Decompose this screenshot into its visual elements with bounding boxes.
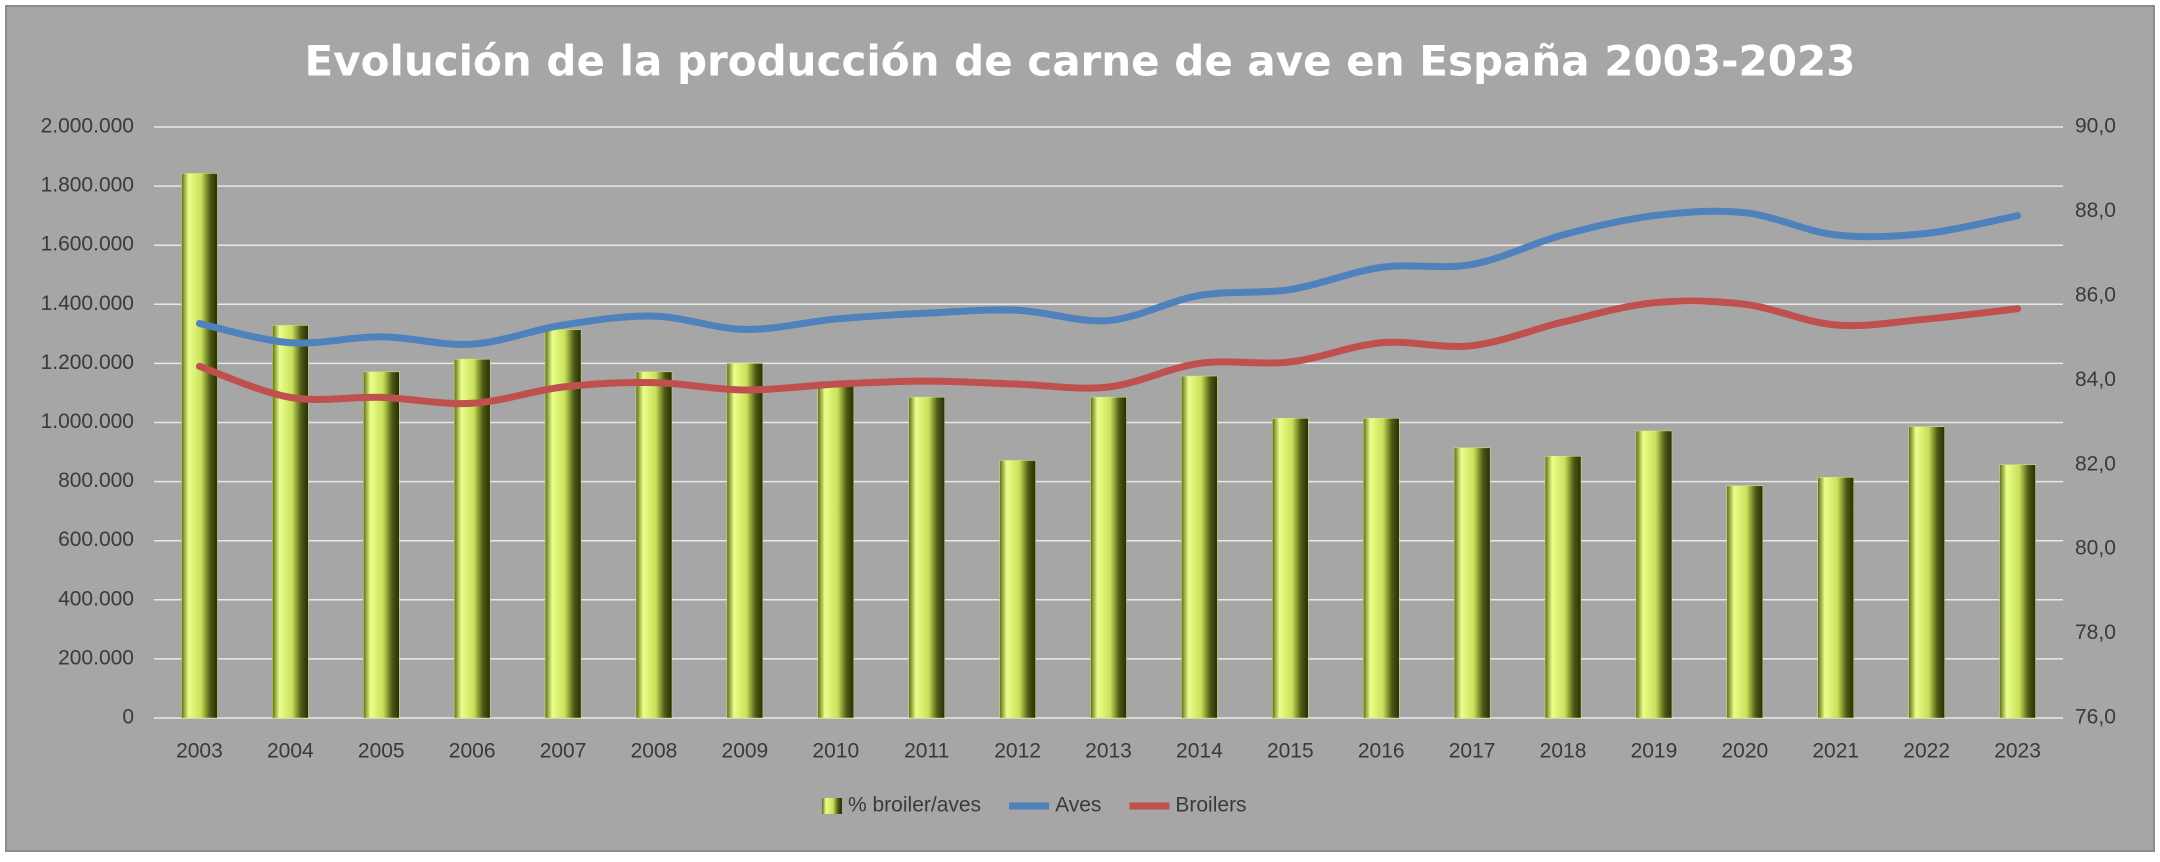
bar — [726, 363, 764, 719]
bar — [1999, 464, 2036, 719]
x-tick-label: 2010 — [812, 740, 859, 763]
x-tick-label: 2023 — [1994, 740, 2041, 763]
x-tick-label: 2016 — [1358, 740, 1405, 763]
x-tick-label: 2021 — [1812, 740, 1859, 763]
bar — [1362, 418, 1400, 719]
x-tick-label: 2018 — [1540, 740, 1587, 763]
x-tick-label: 2012 — [994, 740, 1041, 763]
y-tick-label: 1.800.000 — [41, 174, 134, 197]
bar — [635, 371, 673, 719]
y-tick-label: 200.000 — [58, 646, 134, 669]
legend-label: Aves — [1055, 794, 1101, 817]
x-tick-label: 2017 — [1449, 740, 1496, 763]
y2-tick-label: 90,0 — [2075, 115, 2116, 138]
line — [195, 207, 2022, 348]
bar — [908, 396, 945, 719]
bar — [1635, 430, 1673, 719]
y-tick-label: 1.200.000 — [41, 351, 134, 374]
x-tick-label: 2005 — [358, 740, 405, 763]
bar — [1544, 456, 1582, 719]
x-tick-label: 2004 — [267, 740, 314, 763]
y2-tick-label: 86,0 — [2075, 283, 2116, 306]
legend-label: Broilers — [1175, 794, 1246, 817]
bar — [1726, 485, 1764, 719]
bar — [1272, 418, 1309, 719]
y2-tick-label: 80,0 — [2075, 537, 2116, 560]
chart-background — [5, 5, 2155, 852]
x-tick-label: 2008 — [631, 740, 678, 763]
bar — [1090, 396, 1127, 719]
bar — [453, 358, 491, 719]
x-tick-label: 2014 — [1176, 740, 1223, 763]
x-tick-label: 2006 — [449, 740, 496, 763]
y-tick-label: 1.600.000 — [41, 233, 134, 256]
x-tick-label: 2020 — [1721, 740, 1768, 763]
x-tick-label: 2019 — [1631, 740, 1678, 763]
bar — [1817, 477, 1854, 719]
x-tick-label: 2009 — [722, 740, 769, 763]
line — [195, 297, 2022, 408]
x-tick-label: 2007 — [540, 740, 587, 763]
bar — [544, 329, 582, 719]
legend-swatch — [822, 798, 842, 814]
bar — [181, 173, 218, 719]
x-tick-label: 2015 — [1267, 740, 1314, 763]
y-tick-label: 2.000.000 — [41, 115, 134, 138]
y-tick-label: 600.000 — [58, 528, 134, 551]
y-tick-label: 400.000 — [58, 587, 134, 610]
y2-tick-label: 76,0 — [2075, 706, 2116, 729]
y2-tick-label: 84,0 — [2075, 368, 2116, 391]
x-tick-label: 2022 — [1903, 740, 1950, 763]
bar — [272, 325, 309, 719]
bar — [817, 384, 855, 719]
bar — [1181, 375, 1218, 719]
y-tick-label: 1.000.000 — [41, 410, 134, 433]
y-tick-label: 0 — [122, 706, 134, 729]
bar — [1453, 447, 1491, 719]
bar — [999, 460, 1036, 719]
y-tick-label: 800.000 — [58, 469, 134, 492]
y2-tick-label: 82,0 — [2075, 452, 2116, 475]
legend-label: % broiler/aves — [848, 794, 981, 817]
chart-title: Evolución de la producción de carne de a… — [305, 37, 1856, 86]
x-tick-label: 2013 — [1085, 740, 1132, 763]
y-tick-label: 1.400.000 — [41, 292, 134, 315]
y2-tick-label: 88,0 — [2075, 199, 2116, 222]
x-tick-label: 2011 — [904, 740, 949, 763]
x-tick-label: 2003 — [176, 740, 223, 763]
bar — [363, 371, 400, 719]
y2-tick-label: 78,0 — [2075, 621, 2116, 644]
bar — [1908, 426, 1945, 719]
